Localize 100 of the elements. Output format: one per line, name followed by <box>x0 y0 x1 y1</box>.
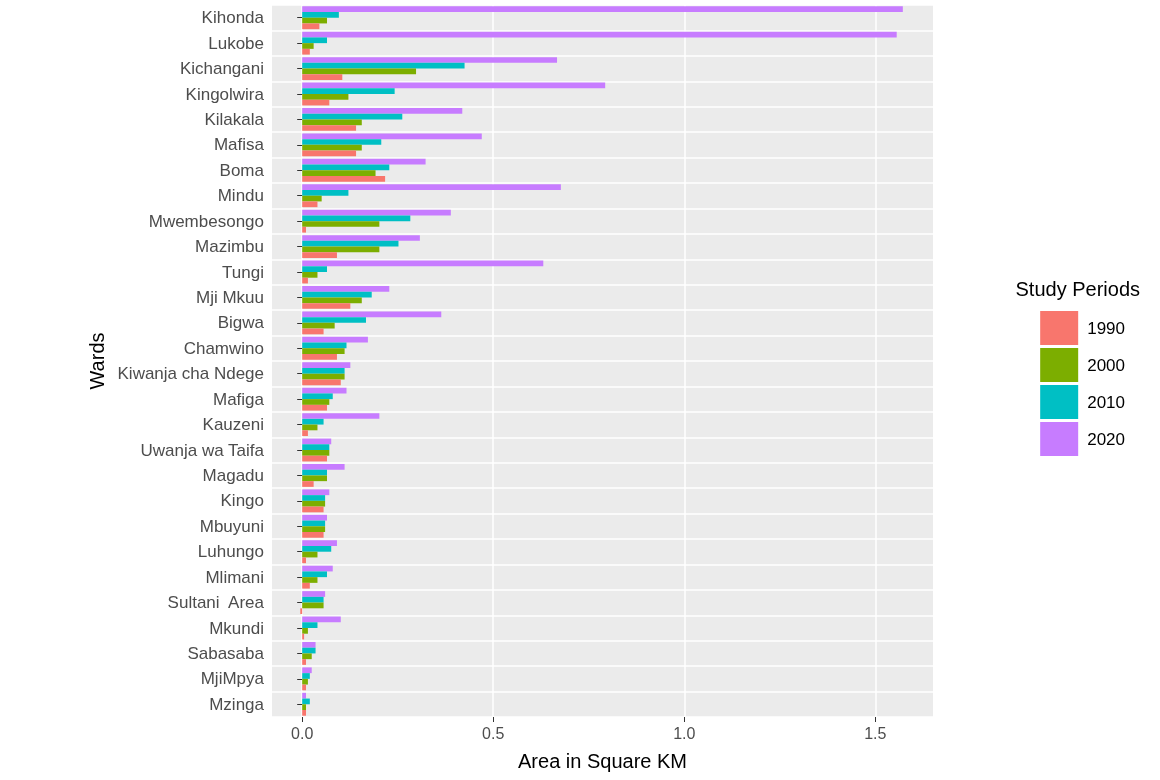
bar <box>302 596 324 603</box>
bar <box>302 252 337 259</box>
bar <box>302 189 349 196</box>
bar <box>302 475 328 482</box>
bar <box>302 710 307 716</box>
x-tick-label: 0.0 <box>291 724 314 742</box>
bar <box>302 43 314 49</box>
y-tick-label: Mlimani <box>205 567 264 587</box>
bar <box>302 362 351 368</box>
bar <box>302 450 330 456</box>
bar <box>302 444 330 450</box>
bar <box>302 367 345 374</box>
bar <box>302 184 561 190</box>
bar <box>302 285 390 292</box>
y-tick-label: Mafisa <box>213 135 265 155</box>
y-tick-label: Kilakala <box>204 109 265 129</box>
bar <box>302 404 328 411</box>
bar <box>302 526 326 533</box>
bar <box>302 277 308 284</box>
bar <box>302 336 368 343</box>
bar <box>302 297 362 304</box>
y-tick-label: Mafiga <box>212 389 265 409</box>
bar <box>302 673 310 679</box>
bar <box>302 692 307 699</box>
y-tick-label: Magadu <box>202 465 264 485</box>
bar <box>302 647 316 654</box>
y-tick-label: Mwembesongo <box>148 211 264 231</box>
bar <box>302 94 349 100</box>
bar <box>302 653 312 660</box>
y-tick-label: Kiwanja cha Ndege <box>117 364 264 384</box>
bar <box>302 577 318 583</box>
bar <box>302 698 310 705</box>
y-tick-label: Lukobe <box>208 33 264 53</box>
bar <box>302 62 465 69</box>
bar <box>302 322 335 329</box>
bar <box>302 495 326 501</box>
bar <box>302 139 382 145</box>
bar <box>302 591 326 597</box>
bar <box>302 48 310 55</box>
bar <box>302 201 318 208</box>
bar <box>302 235 420 241</box>
y-tick-label: Mazimbu <box>195 237 264 257</box>
y-tick-label: Mbuyuni <box>199 516 264 536</box>
bar <box>302 354 337 360</box>
bar <box>302 704 307 711</box>
bar <box>302 393 333 400</box>
bar <box>302 430 308 437</box>
y-tick-label: Tungi <box>222 262 264 282</box>
bar <box>302 489 330 496</box>
bar <box>302 303 351 309</box>
bar <box>302 659 307 665</box>
x-tick-label: 1.0 <box>673 724 696 742</box>
bar <box>302 158 426 165</box>
y-tick-label: Boma <box>219 160 265 180</box>
bar <box>302 266 328 272</box>
bar <box>302 379 341 386</box>
bar <box>302 532 324 538</box>
bar <box>302 463 345 470</box>
bar <box>302 119 362 126</box>
bar <box>302 506 324 513</box>
y-tick-label: Kingo <box>220 491 264 511</box>
legend-label: 1990 <box>1087 318 1126 338</box>
bar <box>302 641 316 648</box>
y-tick-label: Uwanja wa Taifa <box>140 440 265 460</box>
bar <box>302 37 328 44</box>
y-tick-label: Luhungo <box>197 542 264 562</box>
bar <box>302 88 395 94</box>
bar <box>302 317 366 323</box>
bar <box>302 133 482 140</box>
bar <box>302 628 308 634</box>
bar <box>302 125 357 131</box>
bar <box>302 571 328 578</box>
y-tick-label: Bigwa <box>217 313 265 333</box>
bar <box>302 418 324 425</box>
x-axis-title: Area in Square KM <box>518 750 687 772</box>
bar <box>302 57 558 63</box>
y-tick-label: Mindu <box>217 186 264 206</box>
y-tick-label: Kauzeni <box>202 415 264 435</box>
bar <box>302 107 463 114</box>
y-tick-label: Kichangani <box>179 59 264 79</box>
y-tick-label: Sultani Area <box>167 593 265 613</box>
bar <box>302 413 380 419</box>
y-tick-label: Sabasaba <box>187 643 265 663</box>
bar <box>302 348 345 355</box>
legend-label: 2010 <box>1087 392 1126 412</box>
bar <box>302 602 324 609</box>
bar <box>302 622 318 628</box>
y-tick-label: Mji Mkuu <box>195 287 264 307</box>
bar <box>302 678 308 685</box>
y-tick-label: Kingolwira <box>185 84 265 104</box>
bar <box>302 176 386 182</box>
bar <box>302 6 903 12</box>
bar <box>302 582 310 589</box>
y-tick-label: Kihonda <box>201 8 265 28</box>
bar <box>302 215 411 222</box>
bar <box>302 221 380 227</box>
bar <box>302 540 337 546</box>
y-tick-label: Mzinga <box>209 694 265 714</box>
legend-title: Study Periods <box>1015 278 1140 300</box>
x-tick-label: 1.5 <box>864 724 887 742</box>
